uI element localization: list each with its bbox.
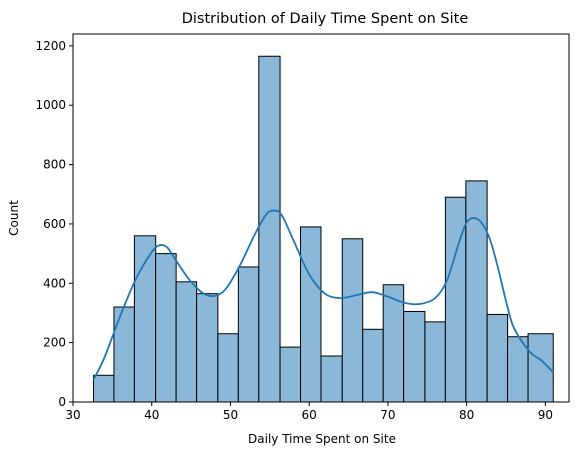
histogram-bar	[362, 328, 384, 403]
x-tick-label: 80	[459, 408, 474, 422]
histogram-bar	[465, 180, 488, 403]
histogram-bar	[486, 313, 509, 403]
y-tick-label: 200	[43, 336, 66, 350]
x-tick-label: 50	[223, 408, 238, 422]
y-axis-ticks: 0 200 400 600 800 1000 1200	[35, 39, 73, 409]
histogram-bar	[217, 333, 239, 403]
histogram-bar	[237, 266, 260, 403]
histogram-bar	[113, 306, 135, 403]
histogram-bar	[300, 226, 322, 403]
histogram-bar	[341, 238, 364, 403]
y-tick-label: 800	[43, 158, 66, 172]
histogram-bar	[424, 321, 446, 403]
y-tick-label: 0	[58, 395, 66, 409]
histogram-bar	[175, 281, 198, 403]
histogram-bar	[279, 346, 302, 403]
x-axis-label: Daily Time Spent on Site	[248, 432, 396, 446]
chart-title: Distribution of Daily Time Spent on Site	[182, 11, 469, 27]
histogram-bars	[92, 55, 554, 403]
x-tick-label: 70	[380, 408, 395, 422]
x-tick-label: 40	[144, 408, 159, 422]
plot-frame	[72, 33, 570, 403]
histogram-bar	[320, 355, 343, 403]
y-tick-label: 400	[43, 276, 66, 290]
y-tick-label: 1200	[35, 39, 66, 53]
histogram-bar	[155, 253, 177, 403]
histogram-bar	[196, 293, 219, 403]
x-tick-label: 30	[65, 408, 80, 422]
histogram-bar	[258, 55, 281, 403]
x-tick-label: 90	[538, 408, 553, 422]
y-tick-label: 600	[43, 217, 66, 231]
kde-line	[92, 209, 554, 381]
histogram-bar	[444, 196, 467, 403]
y-tick-label: 1000	[35, 98, 66, 112]
y-axis-label: Count	[7, 200, 21, 236]
histogram-bar	[92, 374, 115, 403]
x-axis-ticks: 30 40 50 60 70 80 90	[65, 402, 553, 422]
histogram-bar	[403, 310, 426, 403]
x-tick-label: 60	[302, 408, 317, 422]
